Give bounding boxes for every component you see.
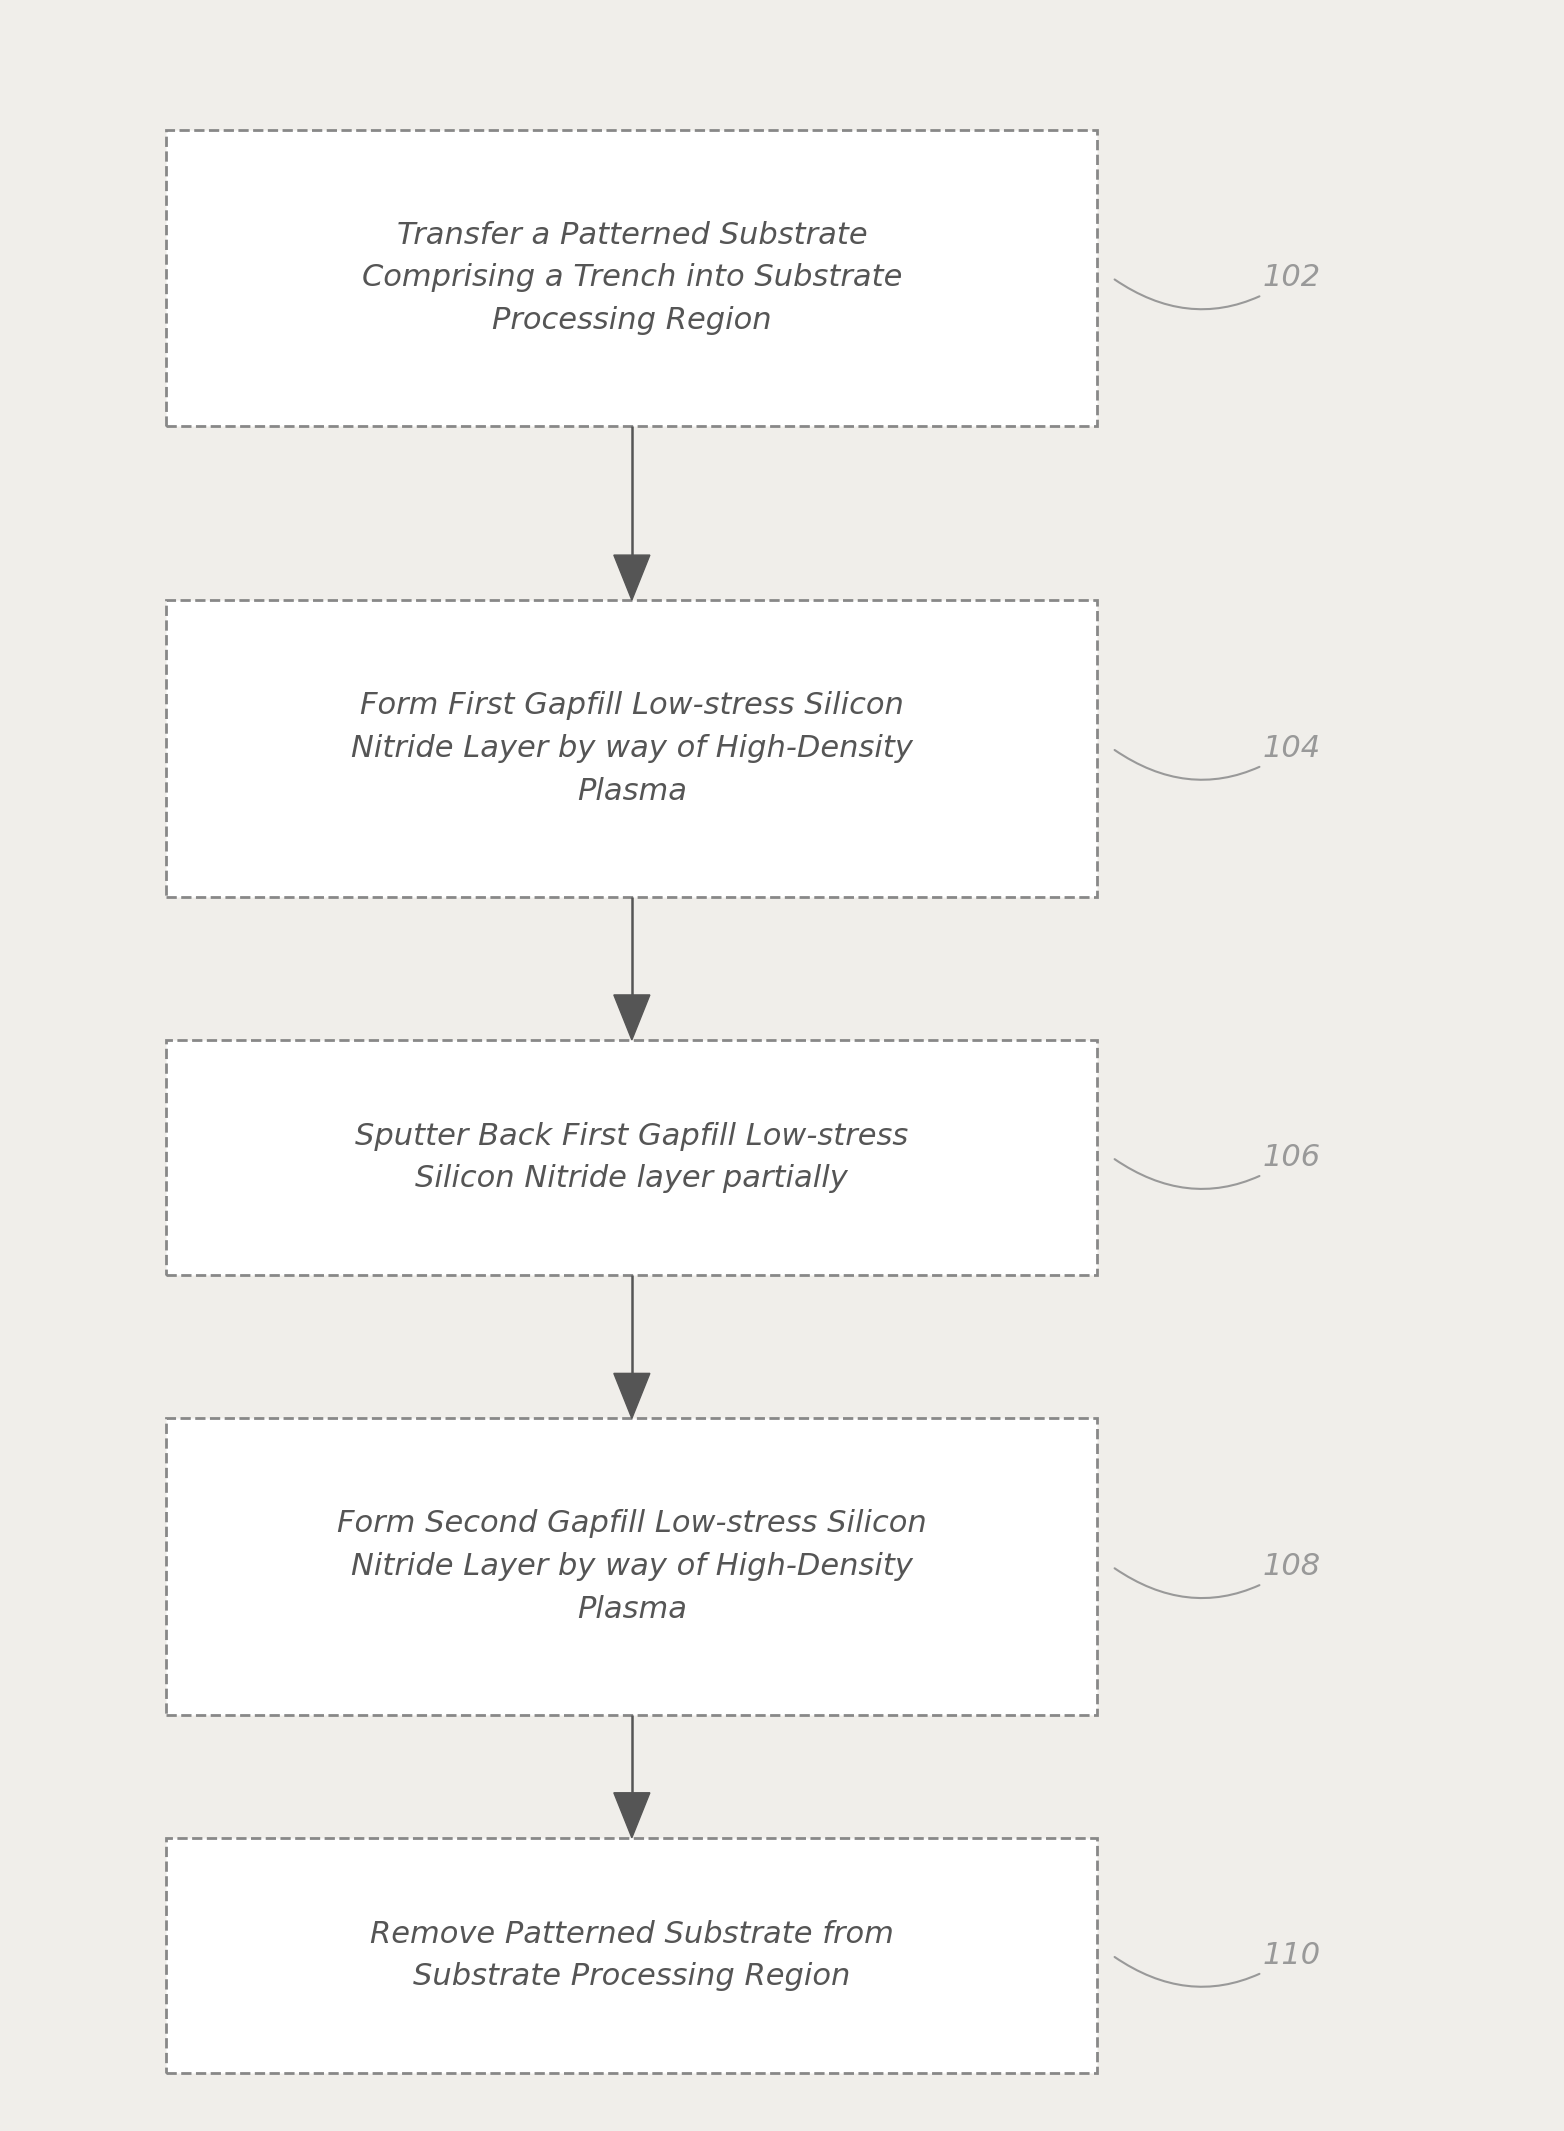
Text: 104: 104 <box>1115 733 1320 780</box>
Text: 106: 106 <box>1115 1142 1320 1189</box>
Text: Sputter Back First Gapfill Low-stress
Silicon Nitride layer partially: Sputter Back First Gapfill Low-stress Si… <box>355 1121 909 1193</box>
Text: Transfer a Patterned Substrate
Comprising a Trench into Substrate
Processing Reg: Transfer a Patterned Substrate Comprisin… <box>361 222 902 335</box>
Text: Remove Patterned Substrate from
Substrate Processing Region: Remove Patterned Substrate from Substrat… <box>371 1920 893 1990</box>
Text: Form Second Gapfill Low-stress Silicon
Nitride Layer by way of High-Density
Plas: Form Second Gapfill Low-stress Silicon N… <box>336 1509 927 1624</box>
Bar <box>166 130 1098 426</box>
Bar <box>166 1040 1098 1274</box>
Text: 102: 102 <box>1115 264 1320 309</box>
Polygon shape <box>613 1792 651 1837</box>
Bar <box>166 1419 1098 1715</box>
Polygon shape <box>613 554 651 601</box>
Text: 108: 108 <box>1115 1551 1320 1598</box>
Polygon shape <box>613 995 651 1040</box>
Bar <box>166 1837 1098 2073</box>
Polygon shape <box>613 1372 651 1419</box>
Text: 110: 110 <box>1115 1941 1320 1986</box>
Text: Form First Gapfill Low-stress Silicon
Nitride Layer by way of High-Density
Plasm: Form First Gapfill Low-stress Silicon Ni… <box>350 690 913 806</box>
Bar <box>166 601 1098 897</box>
